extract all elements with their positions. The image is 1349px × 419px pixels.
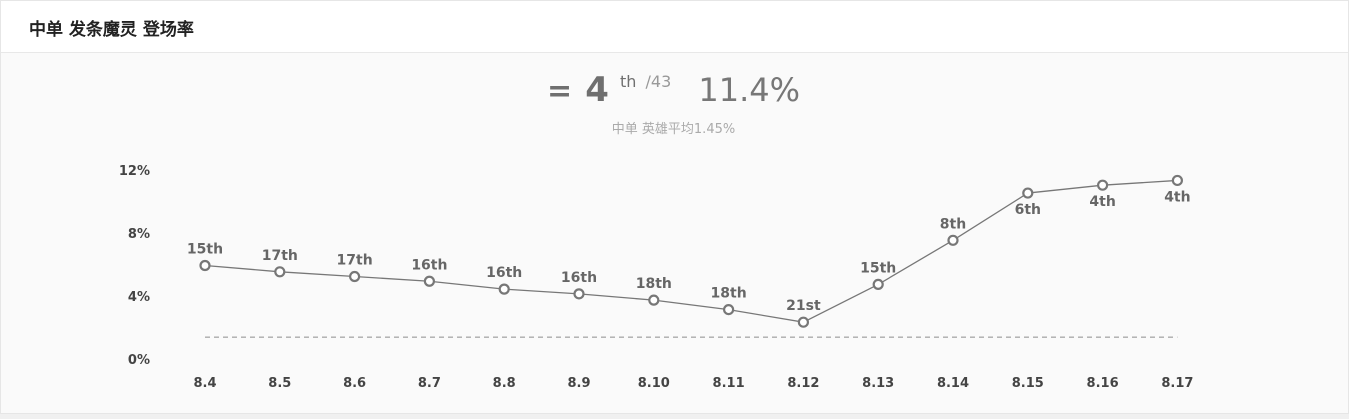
data-point	[1171, 174, 1184, 187]
point-label: 15th	[187, 242, 223, 258]
y-tick-label: 0%	[128, 353, 150, 368]
data-point	[1022, 187, 1034, 199]
data-point	[797, 316, 810, 328]
x-tick-label: 8.9	[567, 376, 590, 391]
data-point	[199, 259, 211, 272]
x-tick-label: 8.14	[937, 376, 969, 391]
data-point	[872, 278, 884, 290]
point-label: 17th	[337, 253, 373, 269]
y-tick-label: 12%	[119, 164, 150, 179]
data-point	[947, 234, 959, 246]
x-tick-label: 8.7	[418, 376, 441, 391]
data-point	[722, 304, 735, 316]
point-label: 4th	[1089, 194, 1115, 210]
panel-header: 中单 发条魔灵 登场率	[1, 1, 1348, 53]
point-label: 18th	[636, 276, 672, 292]
rank-summary: = 4 th /43 11.4%	[0, 70, 1347, 110]
pick-rate: 11.4%	[698, 71, 800, 109]
y-tick-label: 4%	[128, 290, 150, 305]
data-point	[1096, 179, 1109, 191]
rank-suffix: th	[619, 72, 637, 91]
data-point	[423, 275, 435, 287]
x-tick-label: 8.8	[493, 376, 516, 391]
point-label: 18th	[711, 286, 747, 302]
x-tick-label: 8.17	[1161, 376, 1193, 391]
y-tick-label: 8%	[128, 227, 150, 242]
series-line	[204, 179, 1178, 323]
x-tick-label: 8.13	[862, 376, 894, 391]
rank-change-symbol: =	[546, 74, 573, 109]
point-label: 15th	[860, 260, 896, 276]
x-tick-label: 8.5	[268, 376, 291, 391]
data-point	[498, 283, 510, 295]
point-label: 6th	[1015, 202, 1041, 218]
x-tick-label: 8.6	[343, 376, 366, 391]
point-label: 21st	[786, 298, 821, 314]
data-point	[573, 288, 585, 300]
point-label: 4th	[1164, 189, 1190, 205]
average-label: 中单 英雄平均1.45%	[611, 122, 736, 137]
point-label: 16th	[411, 257, 447, 273]
data-point	[349, 270, 361, 283]
point-label: 17th	[262, 248, 298, 264]
point-label: 16th	[486, 265, 522, 281]
data-point	[274, 266, 286, 278]
data-point	[648, 294, 660, 306]
rank-total: /43	[645, 72, 672, 91]
x-tick-label: 8.15	[1012, 376, 1044, 391]
point-label: 8th	[940, 216, 966, 232]
x-tick-label: 8.4	[193, 376, 216, 391]
panel-title: 中单 发条魔灵 登场率	[29, 20, 194, 40]
point-label: 16th	[561, 270, 597, 286]
x-tick-label: 8.11	[713, 376, 745, 391]
x-tick-label: 8.12	[787, 376, 819, 391]
x-tick-label: 8.10	[638, 376, 670, 391]
x-tick-label: 8.16	[1087, 376, 1119, 391]
rank-position: 4	[585, 70, 609, 110]
